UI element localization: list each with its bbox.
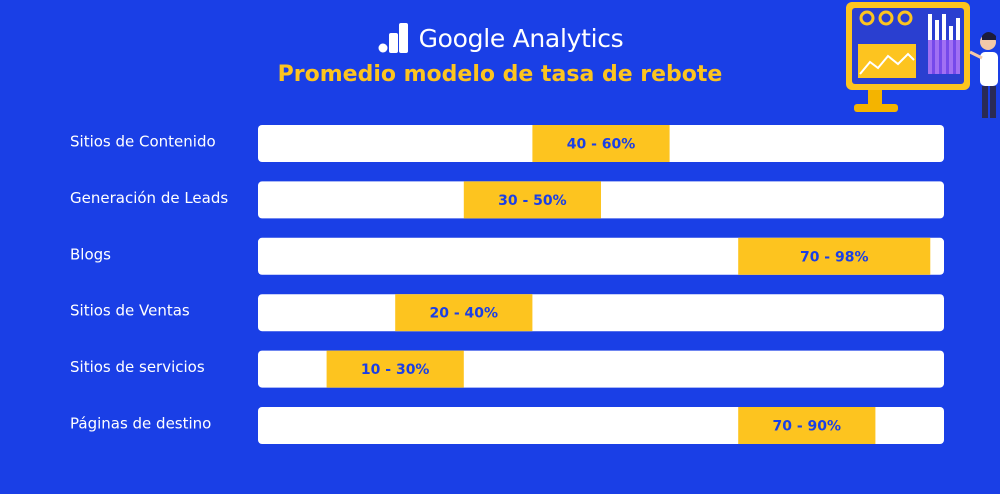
range-label: 40 - 60% — [567, 137, 636, 153]
range-label: 70 - 98% — [800, 249, 869, 265]
brand: Google Analytics — [0, 18, 1000, 58]
range-bar — [738, 407, 876, 444]
range-bar — [326, 350, 464, 388]
row-label: Blogs — [70, 245, 111, 263]
range-bar — [463, 181, 601, 219]
range-bar — [395, 294, 533, 332]
header: Google Analytics Promedio modelo de tasa… — [0, 18, 1000, 87]
brand-name: Google Analytics — [418, 23, 624, 53]
range-bar — [738, 237, 931, 275]
chart-title: Promedio modelo de tasa de rebote — [277, 62, 723, 87]
range-label: 30 - 50% — [498, 193, 567, 209]
chart-row: Generación de Leads 30 - 50% — [70, 181, 944, 219]
chart-row: Sitios de servicios 10 - 30% — [70, 350, 944, 388]
range-label: 70 - 90% — [773, 419, 842, 435]
row-label: Páginas de destino — [70, 415, 211, 433]
chart-row: Blogs 70 - 98% — [70, 237, 944, 275]
range-label: 20 - 40% — [430, 306, 499, 322]
bar-track — [258, 294, 944, 332]
chart-row: Sitios de Contenido 40 - 60% — [70, 125, 944, 162]
row-label: Sitios de Contenido — [70, 133, 216, 151]
dashboard-monitor-illustration-icon — [846, 2, 998, 118]
google-analytics-logo-icon — [378, 23, 408, 53]
range-bar — [532, 125, 670, 162]
row-label: Generación de Leads — [70, 189, 228, 207]
row-label: Sitios de Ventas — [70, 302, 190, 320]
chart-row: Sitios de Ventas 20 - 40% — [70, 294, 944, 332]
chart-row: Páginas de destino 70 - 90% — [70, 407, 944, 444]
range-label: 10 - 30% — [361, 362, 430, 378]
row-label: Sitios de servicios — [70, 358, 205, 376]
